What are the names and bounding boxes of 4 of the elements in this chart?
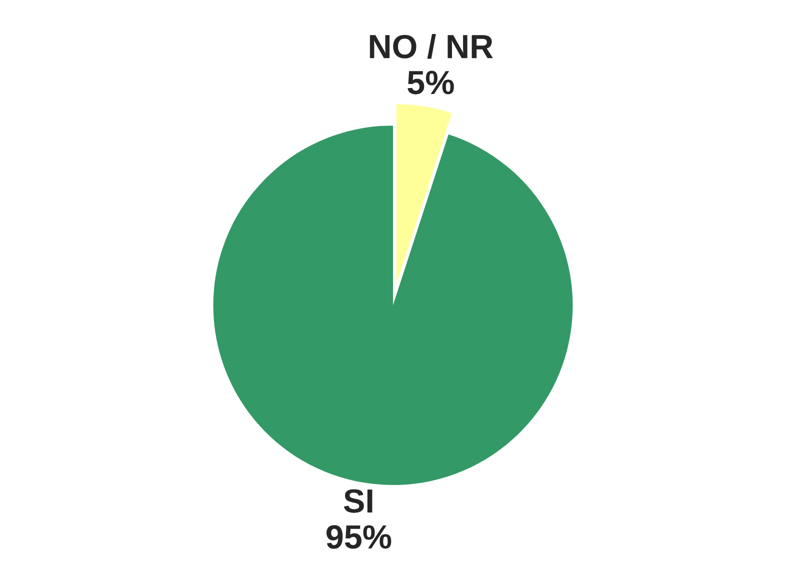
data-label: 5% — [408, 70, 454, 94]
slice-label: SI — [344, 489, 372, 513]
slice-label: NO / NR — [370, 34, 493, 59]
data-label: 95% — [326, 525, 392, 549]
